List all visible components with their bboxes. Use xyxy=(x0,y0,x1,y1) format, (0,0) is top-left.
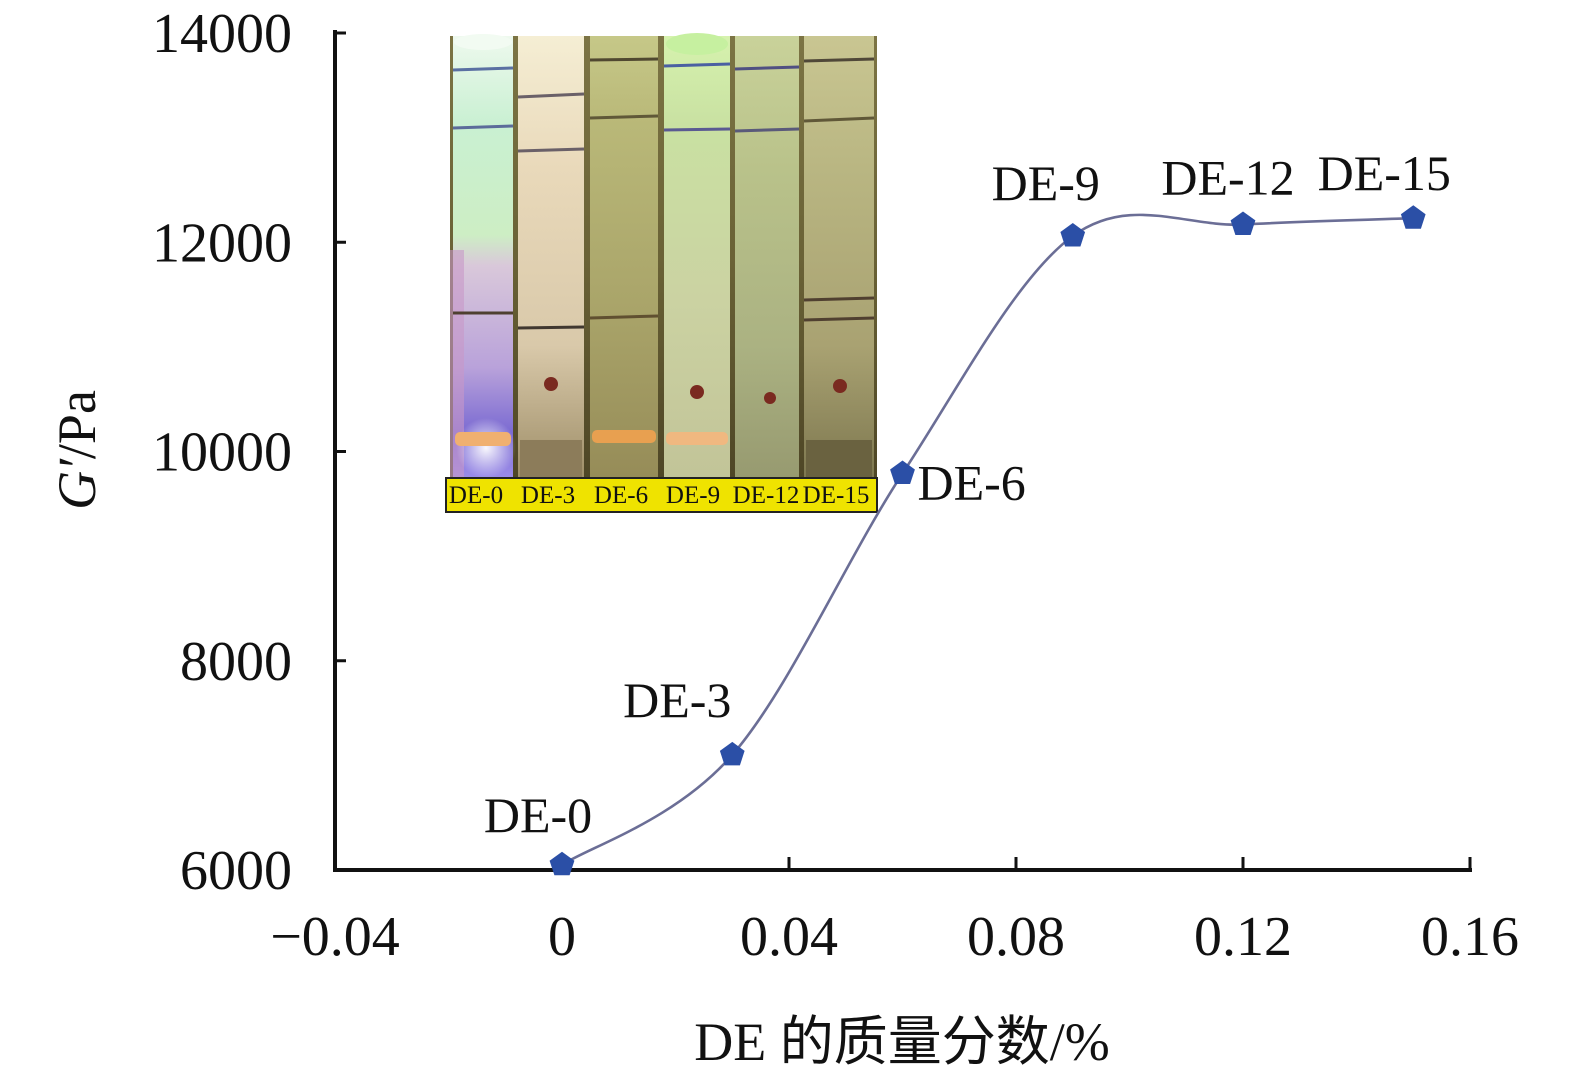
data-point-label: DE-12 xyxy=(1161,149,1294,205)
tube-mark-line xyxy=(803,116,875,123)
data-point-marker xyxy=(1400,205,1426,229)
inset-label: DE-15 xyxy=(803,482,870,509)
y-axis-ticks: 6000 8000 10000 12000 14000 xyxy=(152,3,346,902)
x-tick-label: 0 xyxy=(548,906,576,968)
y-axis-title-unit: /Pa xyxy=(47,390,107,459)
tube-mark-line xyxy=(589,114,659,120)
y-tick-label: 6000 xyxy=(180,840,292,902)
tube-logo xyxy=(833,379,847,393)
data-point-marker xyxy=(719,741,745,766)
tube-mark-line xyxy=(803,57,875,63)
tube-logo xyxy=(764,392,776,404)
tube-logo xyxy=(544,377,558,391)
inset-label: DE-0 xyxy=(449,482,503,509)
series-markers xyxy=(549,205,1426,876)
tube-mark-line xyxy=(589,57,659,62)
tube-mark-line xyxy=(517,147,585,153)
inset-tube-cap xyxy=(666,33,728,55)
x-axis-title: DE 的质量分数/% xyxy=(694,1012,1109,1072)
tube-band xyxy=(666,432,728,445)
data-point-label: DE-15 xyxy=(1318,145,1451,201)
data-point-label: DE-6 xyxy=(918,454,1026,510)
inset-tube-3 xyxy=(590,36,658,478)
tube-mark-line xyxy=(517,325,585,330)
tube-band xyxy=(520,440,582,478)
tube-band xyxy=(455,432,511,446)
data-point-marker xyxy=(890,460,915,484)
data-point-label: DE-9 xyxy=(992,155,1100,211)
inset-tube-shade xyxy=(450,250,464,478)
inset-tube-logos xyxy=(544,377,847,404)
tube-mark-line xyxy=(517,92,585,99)
inset-tube-glow xyxy=(456,418,516,478)
inset-label: DE-6 xyxy=(594,482,648,509)
x-tick-label: −0.04 xyxy=(270,906,400,968)
inset-tube-mark-lines xyxy=(452,57,875,330)
inset-tube-cap xyxy=(454,34,512,50)
data-point-marker xyxy=(1230,211,1256,235)
data-point-label: DE-0 xyxy=(484,787,592,843)
inset-label-strip-background xyxy=(445,477,878,513)
tube-logo xyxy=(690,385,704,399)
data-point-label: DE-3 xyxy=(623,672,731,728)
tube-mark-line xyxy=(734,127,800,133)
x-tick-label: 0.12 xyxy=(1194,906,1292,968)
y-tick-label: 8000 xyxy=(180,631,292,693)
tube-mark-line xyxy=(452,124,514,130)
inset-tube-6 xyxy=(804,36,874,478)
tube-mark-line xyxy=(803,316,875,322)
tube-band xyxy=(806,440,872,478)
tube-band xyxy=(592,430,656,443)
tube-mark-line xyxy=(663,62,731,68)
y-tick-label: 14000 xyxy=(152,3,292,65)
inset-tube-5 xyxy=(735,36,799,478)
tube-mark-line xyxy=(452,66,514,72)
inset-tube-4 xyxy=(664,36,730,478)
x-tick-label: 0.08 xyxy=(967,906,1065,968)
data-point-marker xyxy=(1060,223,1086,247)
inset-label: DE-3 xyxy=(521,482,575,509)
inset-photo xyxy=(450,33,877,478)
y-tick-label: 10000 xyxy=(152,422,292,484)
inset-tube-2 xyxy=(518,36,584,478)
tube-mark-line xyxy=(734,65,800,71)
point-labels: DE-0DE-3DE-6DE-9 DE-12 DE-15 xyxy=(484,145,1451,843)
x-axis-ticks: −0.04 0 0.04 0.08 0.12 0.16 xyxy=(270,857,1519,968)
inset-label-strip: DE-0 DE-3 DE-6 DE-9 DE-12 DE-15 xyxy=(445,477,878,513)
inset-label: DE-9 xyxy=(666,482,720,509)
tube-mark-line xyxy=(589,314,659,320)
tube-mark-line xyxy=(803,296,875,302)
y-axis-title: G′/Pa xyxy=(47,390,107,510)
inset-label: DE-12 xyxy=(733,482,800,509)
inset-tube-bands xyxy=(455,430,872,478)
tube-mark-line xyxy=(663,127,731,132)
data-point-marker xyxy=(549,851,575,876)
y-axis-title-symbol: G′ xyxy=(47,458,107,510)
x-tick-label: 0.04 xyxy=(740,906,838,968)
x-tick-label: 0.16 xyxy=(1421,906,1519,968)
y-tick-label: 12000 xyxy=(152,212,292,274)
